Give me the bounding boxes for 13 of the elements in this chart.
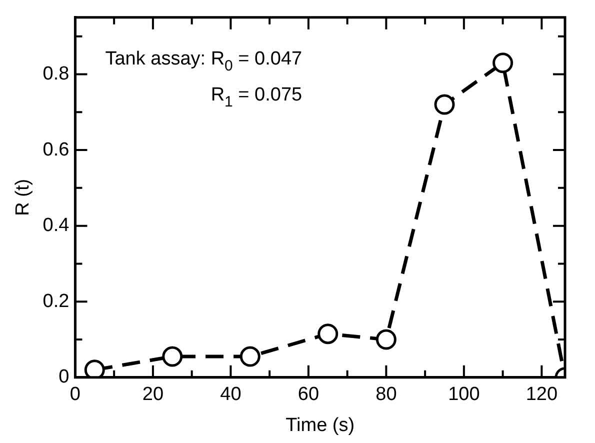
x-tick-label: 60 [298,384,320,406]
y-axis-title: R (t) [12,178,34,216]
x-axis-title: Time (s) [286,414,355,436]
x-tick-label: 40 [220,384,242,406]
y-tick-label: 0.2 [42,290,70,312]
y-tick-label: 0 [58,366,70,388]
x-tick-label: 20 [142,384,164,406]
x-tick-label: 100 [448,384,480,406]
y-tick-label: 0.4 [42,215,70,236]
y-tick-label: 0.8 [42,63,70,84]
x-tick-label: 80 [376,384,397,406]
y-tick-label: 0.6 [42,139,70,160]
x-tick-label: 120 [526,384,558,406]
